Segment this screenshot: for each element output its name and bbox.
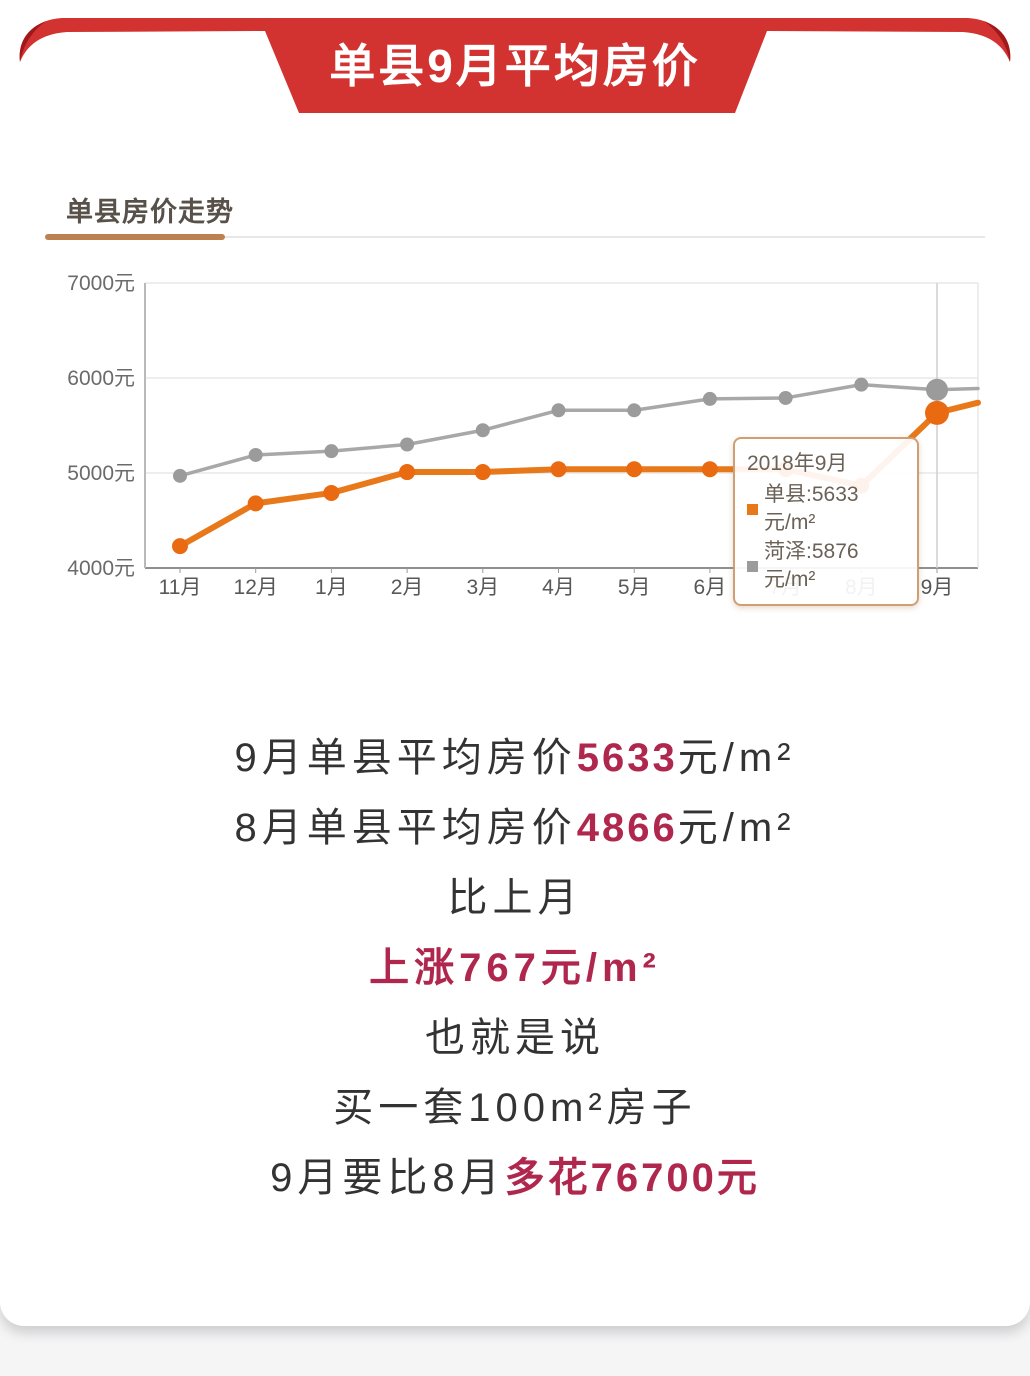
series-point-菏泽	[627, 403, 642, 418]
summary-value-extra: 多花76700元	[504, 1156, 760, 1200]
x-axis-label: 12月	[234, 576, 278, 599]
x-axis-label: 4月	[542, 576, 575, 599]
y-axis-label: 4000元	[67, 557, 135, 580]
series-point-菏泽	[778, 390, 793, 405]
summary-line-6: 买一套100m²房子	[333, 1086, 697, 1130]
tooltip-title: 2018年9月	[747, 452, 848, 475]
series-swatch-shanxian	[747, 503, 758, 515]
y-axis-label: 6000元	[67, 367, 135, 390]
series-point-单县	[399, 464, 416, 481]
x-axis-label: 5月	[618, 576, 651, 599]
section-underline-track	[225, 236, 985, 238]
ribbon-tip-shadow-right	[984, 21, 1011, 62]
series-point-菏泽	[324, 444, 339, 459]
banner-ribbon	[19, 18, 1011, 113]
summary-line-1: 9月单县平均房价5633元/m²	[0, 723, 1030, 793]
x-axis-label: 6月	[694, 576, 727, 599]
series-point-单县	[247, 495, 264, 512]
series-point-菏泽	[854, 377, 869, 392]
x-axis-label: 2月	[391, 576, 424, 599]
page-title: 单县9月平均房价	[329, 40, 701, 92]
summary-text: 9月要比8月	[270, 1156, 505, 1200]
series-point-菏泽	[551, 403, 566, 418]
series-point-菏泽	[400, 437, 415, 452]
summary-line-5: 也就是说	[425, 1016, 605, 1060]
ribbon-shape	[19, 18, 1011, 113]
summary-line-3: 比上月	[447, 876, 583, 920]
series-point-单县	[626, 461, 643, 478]
series-point-单县	[925, 400, 949, 425]
series-point-菏泽	[702, 391, 717, 406]
x-axis-label: 11月	[159, 576, 202, 599]
section-title: 单县房价走势	[66, 197, 234, 227]
ribbon-tip-shadow-left	[19, 21, 46, 62]
summary-unit: 元/m²	[677, 736, 796, 780]
summary-text: 9月单县平均房价	[234, 736, 577, 780]
series-line-菏泽	[178, 382, 980, 478]
series-swatch-heze	[747, 560, 758, 572]
series-point-单县	[550, 461, 567, 478]
summary-block: 9月单县平均房价5633元/m² 8月单县平均房价4866元/m² 比上月 上涨…	[0, 723, 1030, 1213]
summary-value-sep: 5633	[576, 736, 678, 780]
x-axis-label: 3月	[466, 576, 499, 599]
y-axis-label: 7000元	[67, 272, 135, 295]
summary-value-aug: 4866	[576, 806, 678, 850]
summary-unit: 元/m²	[677, 806, 796, 850]
tooltip-value-shanxian: 单县:5633元/m²	[764, 483, 859, 535]
content-card: 单县9月平均房价 单县房价走势 4000元 5000元 6000元 7000元 11月 1…	[0, 18, 1030, 1213]
section-underline-accent	[45, 234, 225, 240]
series-point-菏泽	[926, 378, 948, 401]
x-axis-label: 1月	[315, 576, 348, 599]
chart-tooltip: 2018年9月 单县:5633元/m² 菏泽:5876元/m²	[733, 437, 919, 607]
tooltip-item-heze: 菏泽:5876元/m²	[747, 538, 905, 595]
x-axis-label: 9月	[921, 576, 954, 599]
series-point-菏泽	[248, 447, 263, 462]
tooltip-value-heze: 菏泽:5876元/m²	[764, 539, 859, 592]
series-point-单县	[172, 538, 188, 555]
series-point-单县	[474, 464, 491, 481]
series-point-菏泽	[475, 423, 490, 438]
series-point-菏泽	[173, 468, 187, 483]
summary-line-4: 上涨767元/m²	[369, 946, 661, 990]
y-axis-label: 5000元	[67, 462, 135, 485]
summary-line-2: 8月单县平均房价4866元/m²	[0, 793, 1030, 863]
series-point-单县	[701, 461, 718, 478]
summary-line-7: 9月要比8月多花76700元	[0, 1143, 1030, 1213]
series-point-单县	[323, 484, 340, 501]
summary-text: 8月单县平均房价	[234, 806, 577, 850]
tooltip-item-shanxian: 单县:5633元/m²	[747, 481, 905, 538]
